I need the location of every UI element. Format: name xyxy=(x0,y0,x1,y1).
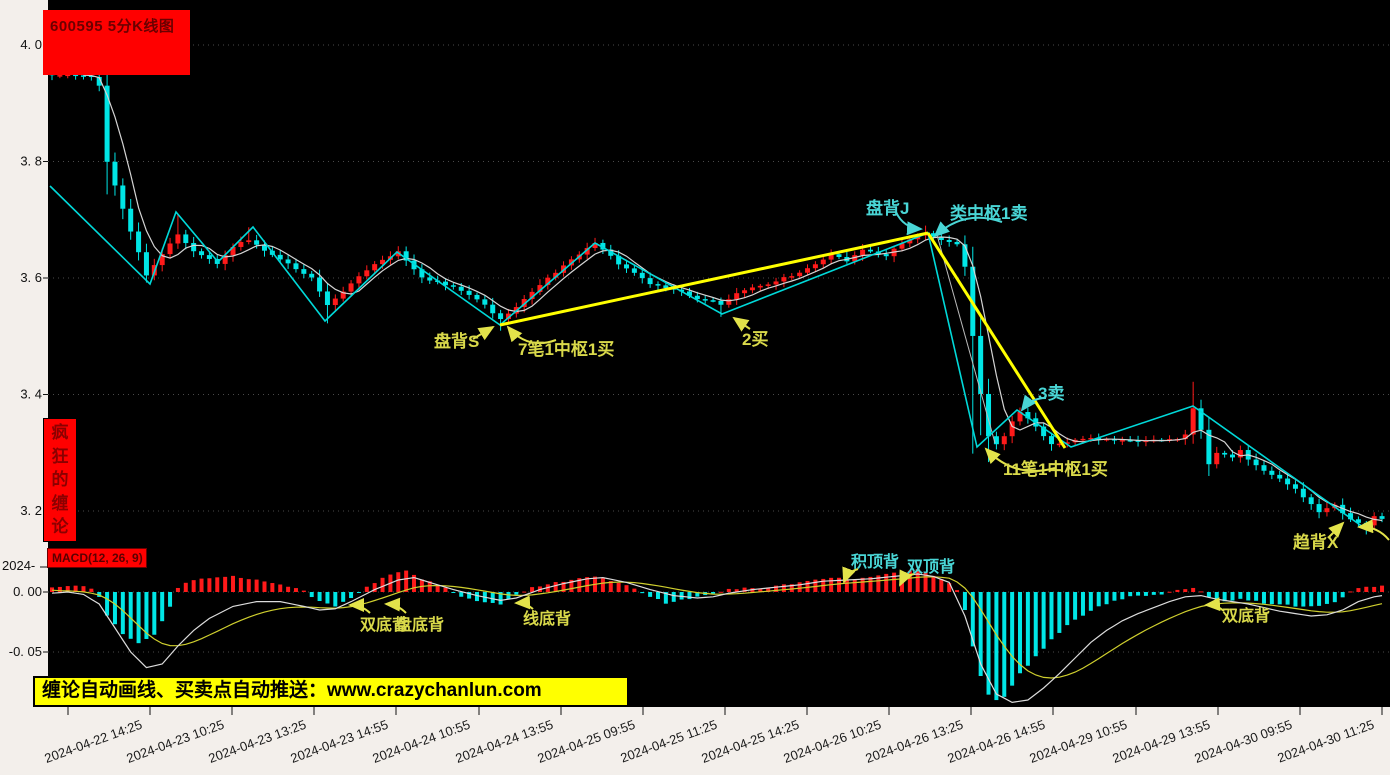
annotation-arrow xyxy=(732,316,751,332)
annotation-label: 盘背J xyxy=(866,198,909,218)
dea-line xyxy=(51,576,1383,679)
watermark-char: 的 xyxy=(51,470,69,489)
segment-line xyxy=(49,185,1364,528)
annotation-arrow xyxy=(384,597,407,614)
annotation-arrow xyxy=(1357,519,1390,541)
watermark-char: 论 xyxy=(51,517,69,536)
annotation-label: 盘底背 xyxy=(396,615,444,634)
watermark-char: 缠 xyxy=(51,493,69,513)
price-axis-label: 3. 6 xyxy=(20,270,42,285)
watermark-vertical: 疯狂的缠论 xyxy=(43,418,77,542)
watermark-char: 疯 xyxy=(51,423,69,442)
price-axis-label: 4. 0 xyxy=(20,37,42,52)
annotation-label: 7笔1中枢1买 xyxy=(518,339,614,359)
chart-panel-bg xyxy=(48,0,1390,707)
annotation-label: 11笔1中枢1买 xyxy=(1003,459,1108,479)
annotation-label: 双底背 xyxy=(1222,606,1270,625)
annotation-label: 3卖 xyxy=(1038,383,1064,403)
watermark-char: 狂 xyxy=(51,446,69,466)
dif-line xyxy=(51,573,1383,704)
annotation-arrow xyxy=(514,595,534,610)
annotation-arrow xyxy=(348,598,371,614)
annotation-arrow xyxy=(1204,597,1225,612)
annotation-arrow xyxy=(895,211,923,236)
annotation-arrow xyxy=(1327,521,1345,539)
macd-axis-label: 0. 00 xyxy=(13,584,42,599)
annotation-arrow xyxy=(933,216,1003,238)
annotation-label: 双顶背 xyxy=(907,557,955,576)
price-axis-label: 3. 8 xyxy=(20,154,42,169)
price-axis-label: 3. 4 xyxy=(20,387,42,402)
annotation-arrow xyxy=(1020,394,1047,412)
annotation-arrow xyxy=(984,447,1056,472)
annotation-arrow xyxy=(506,325,557,345)
promo-banner: 缠论自动画线、买卖点自动推送：www.crazychanlun.com xyxy=(33,676,629,707)
symbol-title-badge: 600595 5分K线图 xyxy=(43,10,190,75)
trend-line xyxy=(926,232,1067,449)
truncated-date-label: 2024- xyxy=(2,558,36,573)
annotation-label: 双底背 xyxy=(360,615,408,634)
annotation-label: 盘背S xyxy=(434,331,479,351)
ma-line xyxy=(83,74,1383,522)
annotation-label: 类中枢1卖 xyxy=(950,203,1027,223)
annotation-label: 积顶背 xyxy=(851,552,899,571)
macd-axis-label: -0. 05 xyxy=(9,644,42,659)
macd-params-badge: MACD(12, 26, 9) xyxy=(47,548,147,568)
annotation-label: 趋背X xyxy=(1293,532,1339,552)
annotation-arrow xyxy=(472,325,495,341)
trend-line xyxy=(499,231,929,327)
price-axis-label: 3. 2 xyxy=(20,503,42,518)
pen-line xyxy=(936,234,996,444)
annotation-label: 线底背 xyxy=(523,609,571,628)
annotation-arrow xyxy=(899,569,915,587)
annotation-label: 2买 xyxy=(742,330,768,349)
annotation-arrow xyxy=(842,566,859,584)
